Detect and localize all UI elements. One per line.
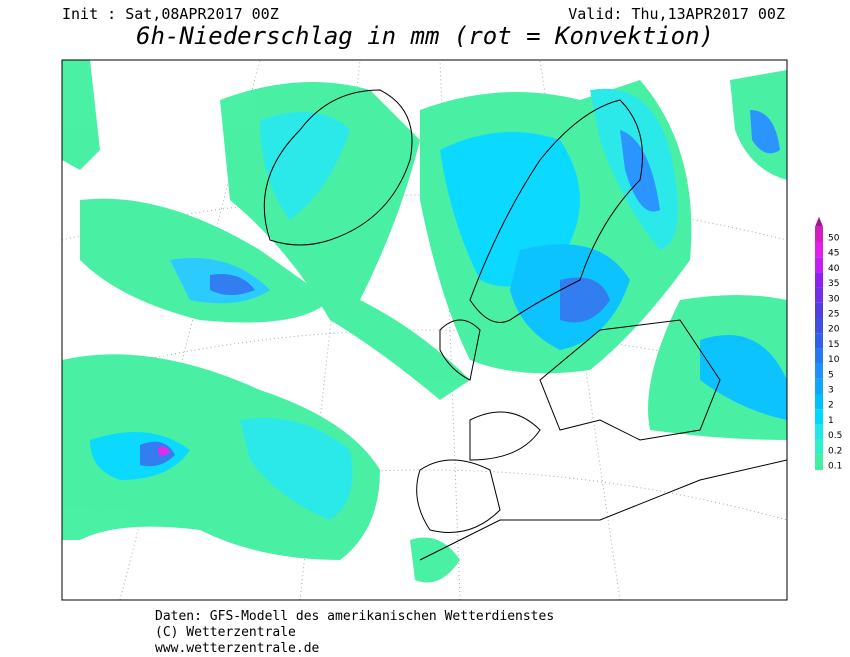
legend-swatch: [815, 348, 823, 364]
legend-label: 35: [828, 279, 839, 289]
footer-url: www.wetterzentrale.de: [155, 641, 320, 656]
legend-label: 1: [828, 416, 834, 426]
legend-label: 2: [828, 401, 834, 411]
legend-swatch: [815, 242, 823, 258]
footer-source: Daten: GFS-Modell des amerikanischen Wet…: [155, 609, 554, 624]
footer-copyright: (C) Wetterzentrale: [155, 625, 296, 640]
legend-label: 5: [828, 370, 834, 380]
legend-swatch: [815, 454, 823, 470]
legend-swatch: [815, 226, 823, 242]
legend-swatch: [815, 424, 823, 440]
legend-label: 3: [828, 386, 834, 396]
legend-swatch: [815, 394, 823, 410]
coastlines: [263, 89, 787, 561]
valid-time: Valid: Thu,13APR2017 00Z: [568, 5, 785, 23]
legend-swatch: [815, 302, 823, 318]
legend-label: 25: [828, 310, 839, 320]
legend-label: 0.2: [828, 446, 842, 456]
legend-label: 15: [828, 340, 839, 350]
legend-label: 0.5: [828, 431, 842, 441]
legend-swatch: [815, 287, 823, 303]
legend-label: 30: [828, 294, 840, 304]
map: [61, 59, 788, 601]
legend-label: 45: [828, 249, 839, 259]
legend-label: 20: [828, 325, 840, 335]
map-frame: [61, 59, 788, 601]
legend-swatch: [815, 318, 823, 334]
legend-swatch: [815, 333, 823, 349]
precipitation: [62, 60, 787, 583]
legend-label: 50: [828, 234, 840, 244]
legend-label: 0.1: [828, 462, 842, 472]
legend-swatch: [815, 363, 823, 379]
legend-swatch: [815, 439, 823, 455]
legend-swatch: [815, 409, 823, 425]
legend-arrow: [815, 216, 823, 227]
legend-swatch: [815, 272, 823, 288]
init-time: Init : Sat,08APR2017 00Z: [62, 5, 279, 23]
map-title: 6h-Niederschlag in mm (rot = Konvektion): [136, 22, 714, 50]
legend-swatch: [815, 378, 823, 394]
legend-label: 40: [828, 264, 840, 274]
legend-label: 10: [828, 355, 840, 365]
legend-swatch: [815, 257, 823, 273]
